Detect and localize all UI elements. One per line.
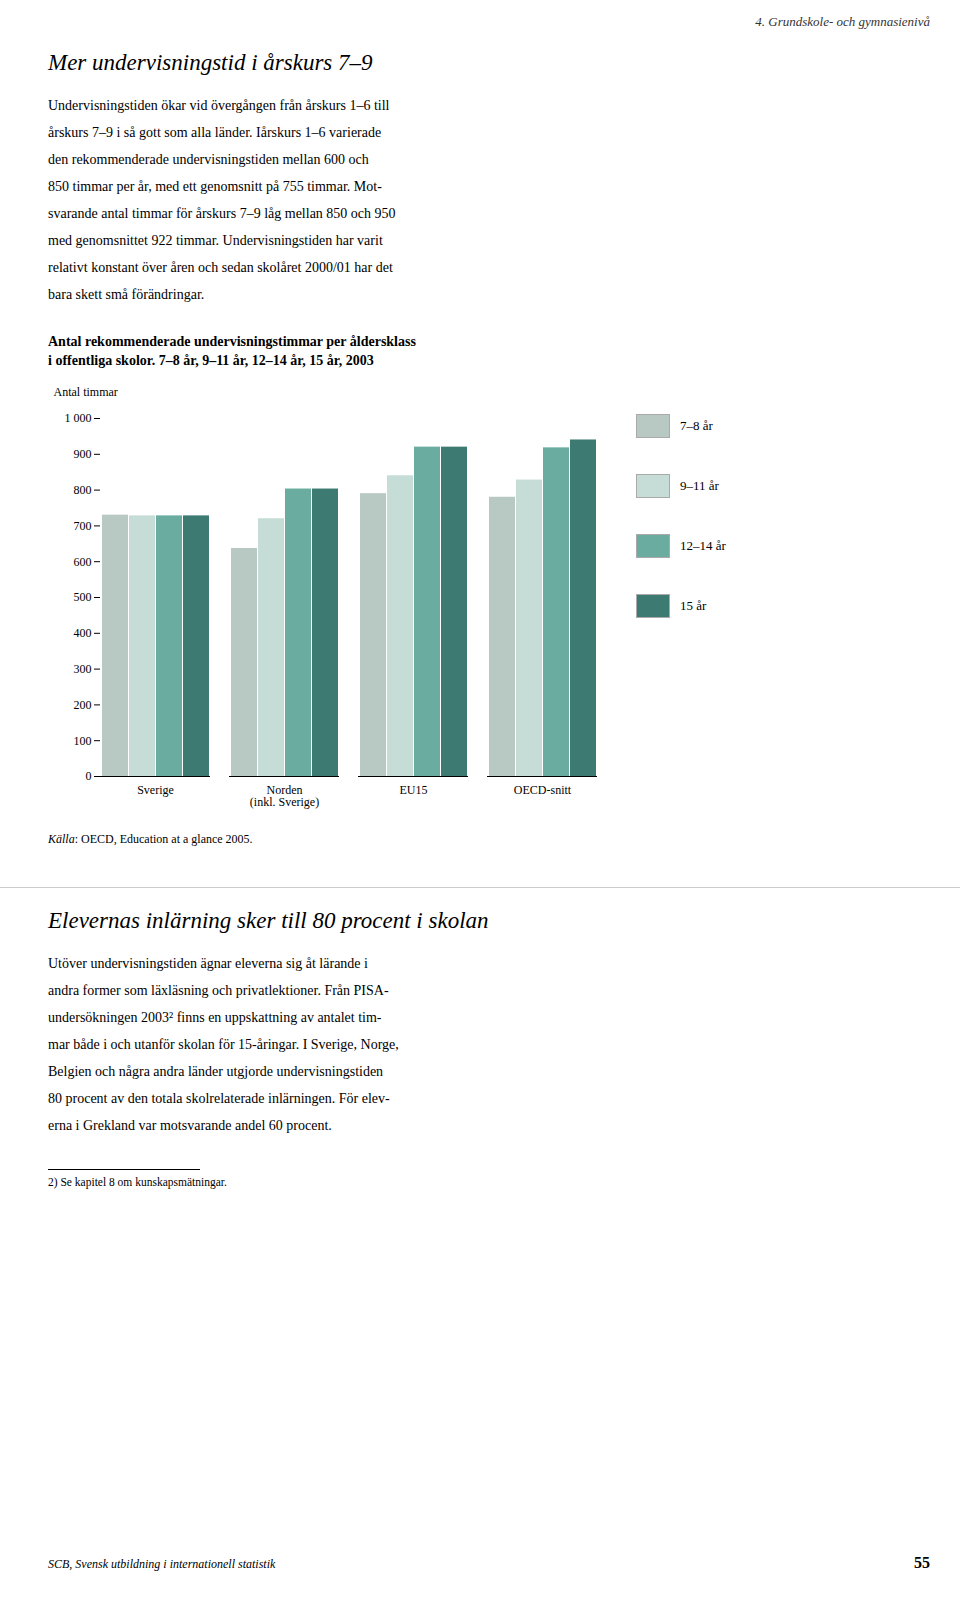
- html-text:80 procent av den totala skolr: 80 procent av den totala skolrelaterade …: [48, 1091, 390, 1106]
- svg-text:800: 800: [74, 483, 92, 497]
- html-text:mar både i och utanför skolan: mar både i och utanför skolan för 15-åri…: [48, 1037, 399, 1052]
- html-text:Utöver undervisningstiden ägna: Utöver undervisningstiden ägnar eleverna…: [48, 956, 368, 971]
- html-text:relativt konstant över åren oc: relativt konstant över åren och sedan sk…: [48, 260, 393, 275]
- svg-text:500: 500: [74, 590, 92, 604]
- html-text:Mer undervisningstid i årskurs: Mer undervisningstid i årskurs 7–9: [48, 50, 373, 75]
- html-text:SCB, Svensk utbildning i inter: SCB, Svensk utbildning i internationell …: [48, 1557, 276, 1571]
- html-text:Elevernas inlärning sker till: Elevernas inlärning sker till 80 procent…: [48, 908, 489, 933]
- html-text:850 timmar per år, med ett gen: 850 timmar per år, med ett genomsnitt på…: [48, 179, 382, 194]
- html-text:Antal rekommenderade undervisn: Antal rekommenderade undervisningstimmar…: [48, 334, 416, 368]
- html-text:7–8 år: 7–8 år: [680, 418, 713, 433]
- html-text:55: 55: [914, 1554, 930, 1571]
- svg-text:100: 100: [74, 734, 92, 748]
- svg-text:300: 300: [74, 662, 92, 676]
- html-text:12–14 år: 12–14 år: [680, 538, 726, 553]
- svg-text:Norden(inkl. Sverige): Norden(inkl. Sverige): [250, 783, 319, 809]
- html-text:undersökningen 2003² finns en: undersökningen 2003² finns en uppskattni…: [48, 1010, 382, 1025]
- html-text:svarande antal timmar för årsk: svarande antal timmar för årskurs 7–9 lå…: [48, 206, 396, 221]
- svg-text:600: 600: [74, 555, 92, 569]
- svg-text:Antal timmar: Antal timmar: [54, 385, 118, 399]
- html-text:9–11 år: 9–11 år: [680, 478, 719, 493]
- svg-text:OECD-snitt: OECD-snitt: [514, 783, 572, 797]
- html-text:den rekommenderade undervisnin: den rekommenderade undervisningstiden me…: [48, 152, 369, 167]
- html-text:Undervisningstiden ökar vid öv: Undervisningstiden ökar vid övergången f…: [48, 98, 390, 113]
- svg-text:400: 400: [74, 626, 92, 640]
- html-text:2) Se kapitel 8 om kunskapsmät: 2) Se kapitel 8 om kunskapsmätningar.: [48, 1176, 227, 1188]
- svg-text:0: 0: [86, 769, 92, 783]
- html-text:bara skett små förändringar.: bara skett små förändringar.: [48, 287, 205, 302]
- html-text:15 år: 15 år: [680, 598, 707, 613]
- html-text:erna i Grekland var motsvarand: erna i Grekland var motsvarande andel 60…: [48, 1118, 332, 1133]
- svg-text:900: 900: [74, 447, 92, 461]
- svg-text:EU15: EU15: [400, 783, 428, 797]
- svg-text:1 000: 1 000: [65, 411, 92, 425]
- html-text:med genomsnittet 922 timmar. U: med genomsnittet 922 timmar. Undervisnin…: [48, 233, 383, 248]
- html-text:Källa: OECD, Education at a gl: Källa: OECD, Education at a glance 2005.: [48, 832, 253, 846]
- svg-text:700: 700: [74, 519, 92, 533]
- html-text:Belgien och några andra länder: Belgien och några andra länder utgjorde …: [48, 1064, 384, 1079]
- svg-text:Sverige: Sverige: [137, 783, 174, 797]
- html-text:4. Grundskole- och gymnasieniv: 4. Grundskole- och gymnasienivå: [755, 14, 930, 29]
- svg-text:200: 200: [74, 698, 92, 712]
- html-text:årskurs 7–9 i så gott som alla: årskurs 7–9 i så gott som alla länder. I…: [48, 125, 382, 140]
- html-text:andra former som läxläsning oc: andra former som läxläsning och privatle…: [48, 983, 389, 998]
